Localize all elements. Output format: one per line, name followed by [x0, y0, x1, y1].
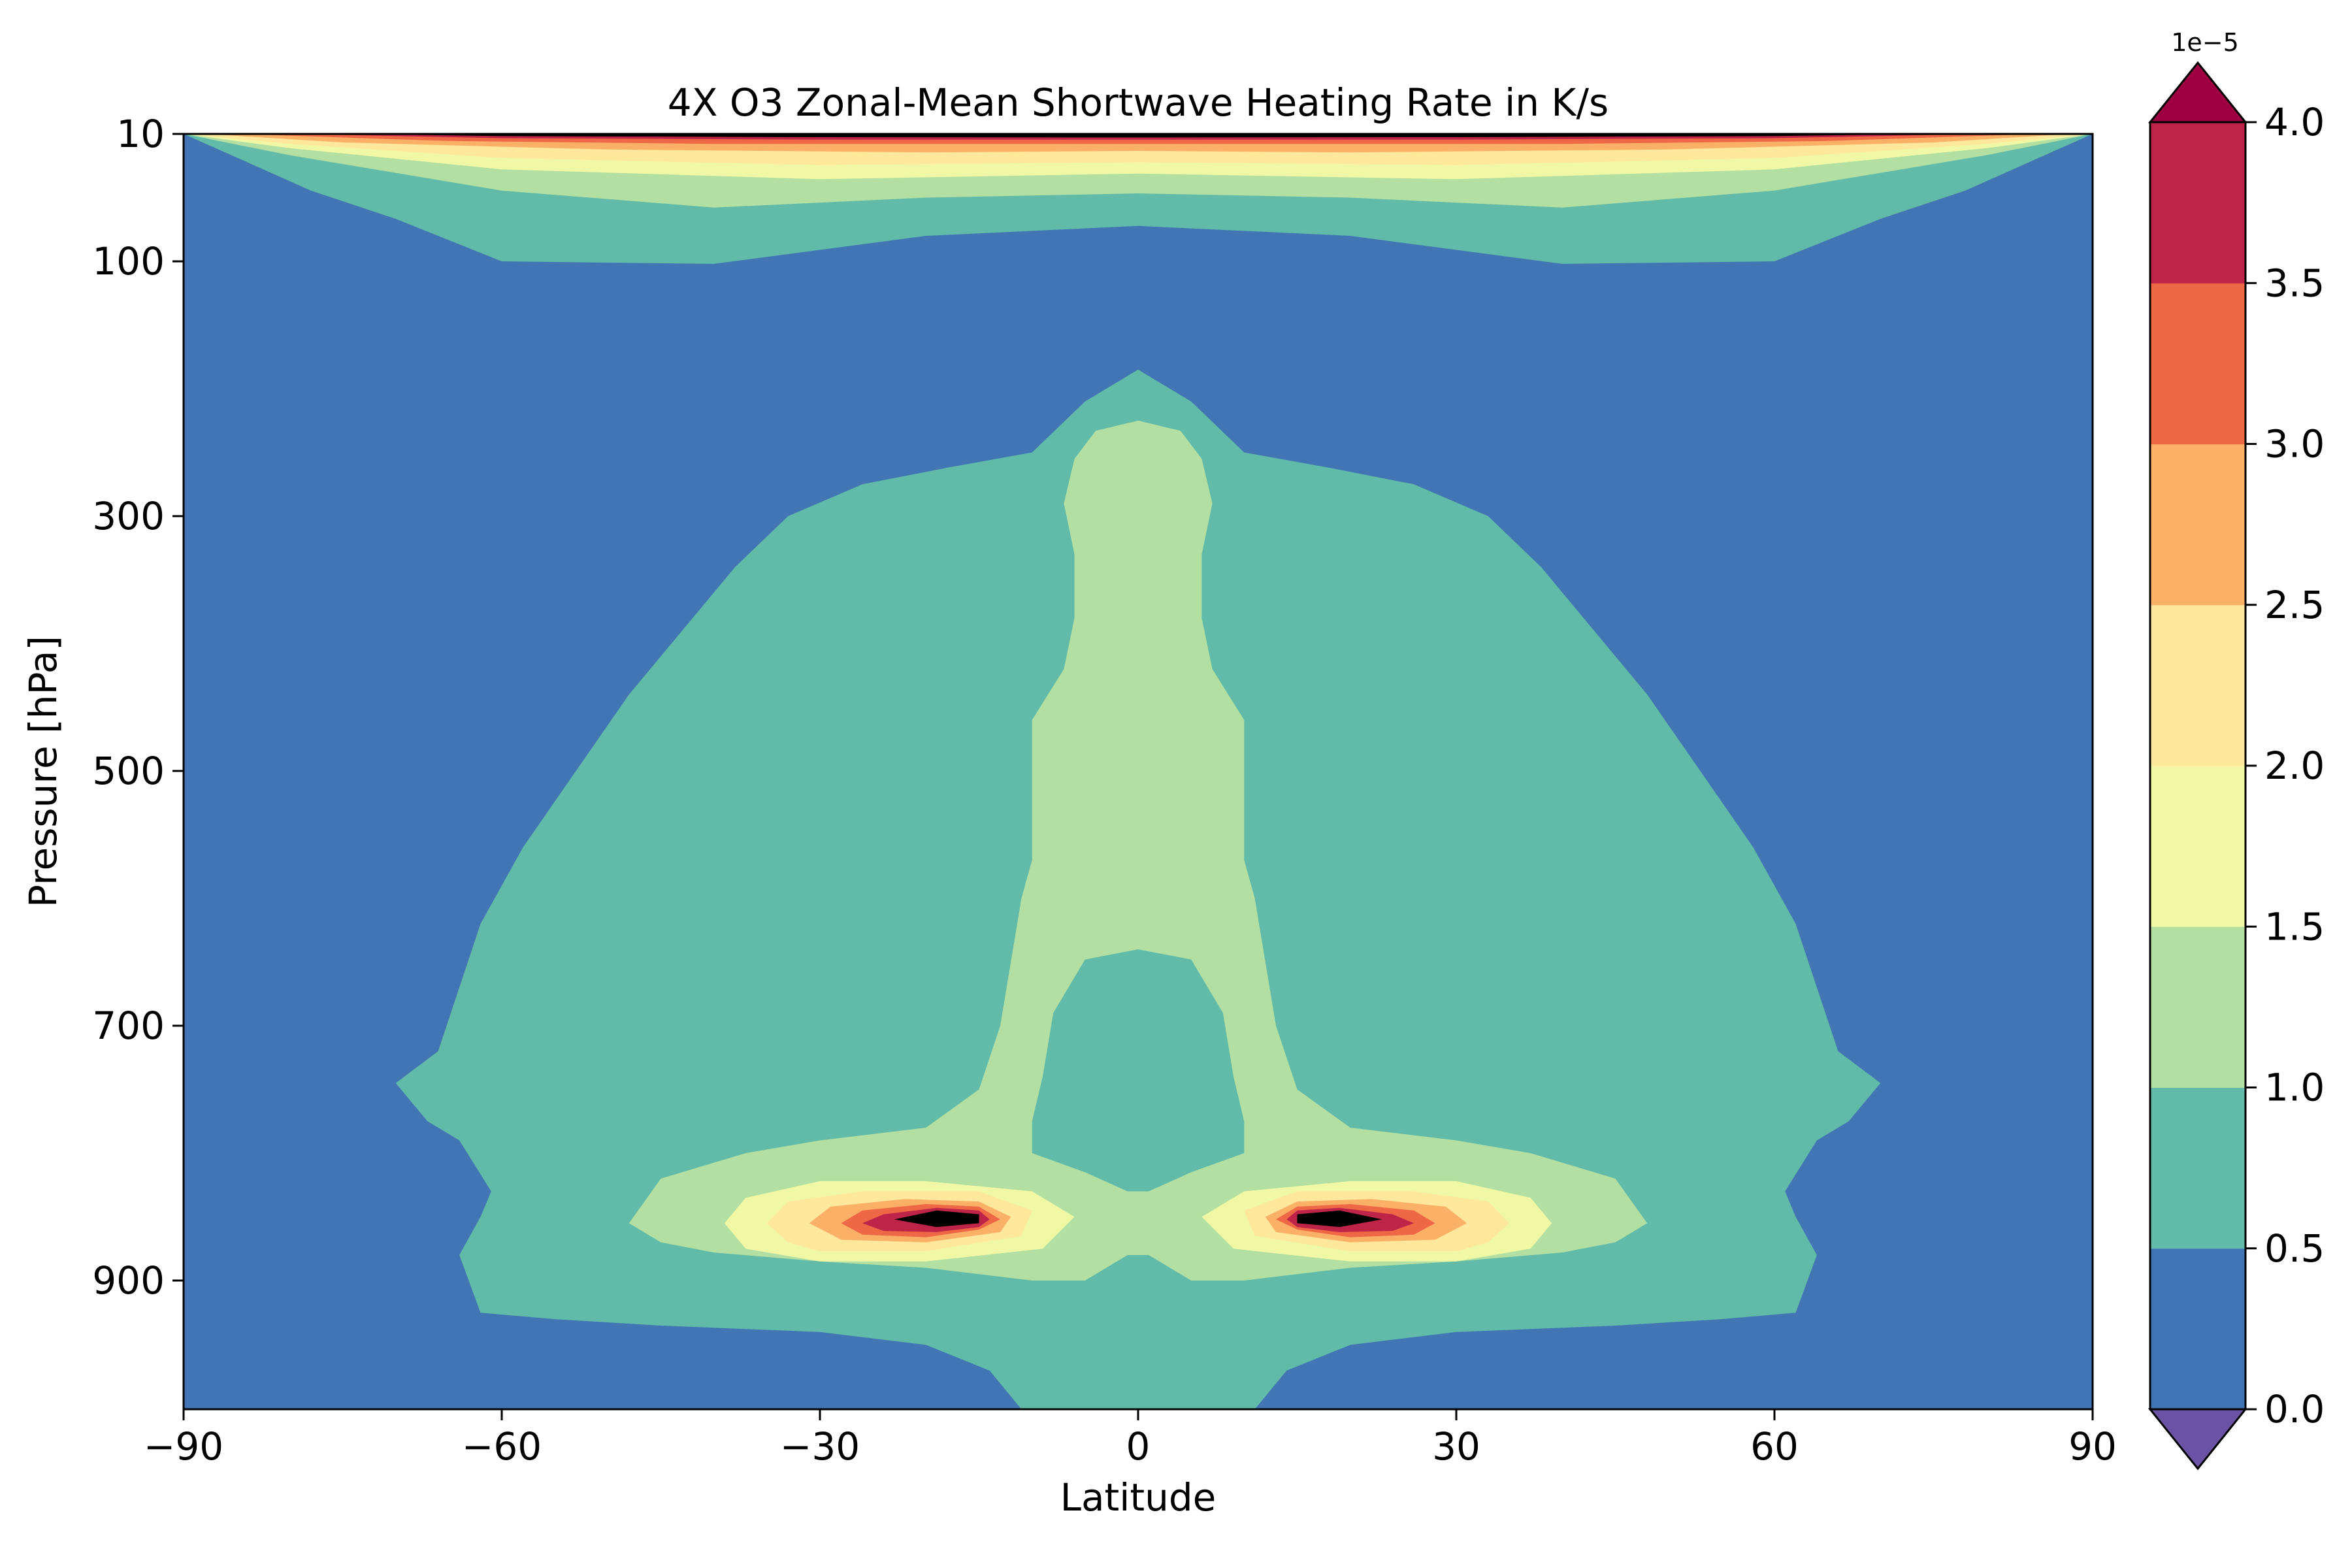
colorbar-exponent: 1e−5	[2171, 28, 2239, 57]
chart-title: 4X O3 Zonal-Mean Shortwave Heating Rate …	[668, 80, 1609, 125]
colorbar-band-6	[2150, 283, 2246, 445]
y-tick-label-3: 500	[92, 749, 165, 793]
contour-region-21	[894, 1210, 979, 1228]
contour-region-9	[629, 420, 1648, 1281]
colorbar-band-7	[2150, 122, 2246, 284]
x-axis: −90 −60 −30 0 30 60 90	[144, 1409, 2117, 1469]
contour-region-10	[1032, 949, 1245, 1192]
x-tick-label-3: 0	[1126, 1424, 1151, 1469]
x-tick-label-6: 90	[2068, 1424, 2117, 1469]
colorbar-tick-label-5: 2.5	[2264, 583, 2325, 627]
x-tick-label-1: −60	[462, 1424, 542, 1469]
x-tick-label-5: 60	[1750, 1424, 1799, 1469]
colorbar-over-triangle	[2148, 61, 2248, 123]
colorbar-tick-label-2: 1.0	[2264, 1066, 2325, 1110]
colorbar-tick-label-8: 4.0	[2264, 100, 2325, 144]
x-tick-label-0: −90	[144, 1424, 223, 1469]
colorbar-under-triangle	[2148, 1408, 2248, 1471]
colorbar-tick-label-3: 1.5	[2264, 904, 2325, 949]
y-axis: 10 100 300 500 700 900	[92, 112, 184, 1303]
y-tick-label-0: 10	[116, 112, 165, 156]
colorbar-tick-label-6: 3.0	[2264, 422, 2325, 466]
colorbar: 0.0 0.5 1.0 1.5 2.0 2.5 3.0 3.5 4.0	[2148, 61, 2325, 1471]
colorbar-band-4	[2150, 604, 2246, 766]
colorbar-band-5	[2150, 444, 2246, 606]
colorbar-band-0	[2150, 1248, 2246, 1410]
x-axis-label: Latitude	[1060, 1475, 1217, 1520]
x-tick-label-4: 30	[1432, 1424, 1480, 1469]
y-tick-label-4: 700	[92, 1004, 165, 1048]
colorbar-band-2	[2150, 926, 2246, 1088]
plot-area	[184, 134, 2093, 1409]
y-tick-label-2: 300	[92, 494, 165, 538]
colorbar-tick-label-0: 0.0	[2264, 1387, 2325, 1431]
y-tick-label-1: 100	[92, 239, 165, 284]
colorbar-tick-label-1: 0.5	[2264, 1226, 2325, 1271]
y-tick-label-5: 900	[92, 1258, 165, 1303]
x-tick-label-2: −30	[780, 1424, 860, 1469]
colorbar-band-1	[2150, 1087, 2246, 1249]
colorbar-tick-label-7: 3.5	[2264, 261, 2325, 305]
colorbar-band-3	[2150, 766, 2246, 927]
y-axis-label: Pressure [hPa]	[21, 636, 65, 907]
colorbar-tick-label-4: 2.0	[2264, 743, 2325, 788]
contour-region-22	[1297, 1210, 1382, 1228]
